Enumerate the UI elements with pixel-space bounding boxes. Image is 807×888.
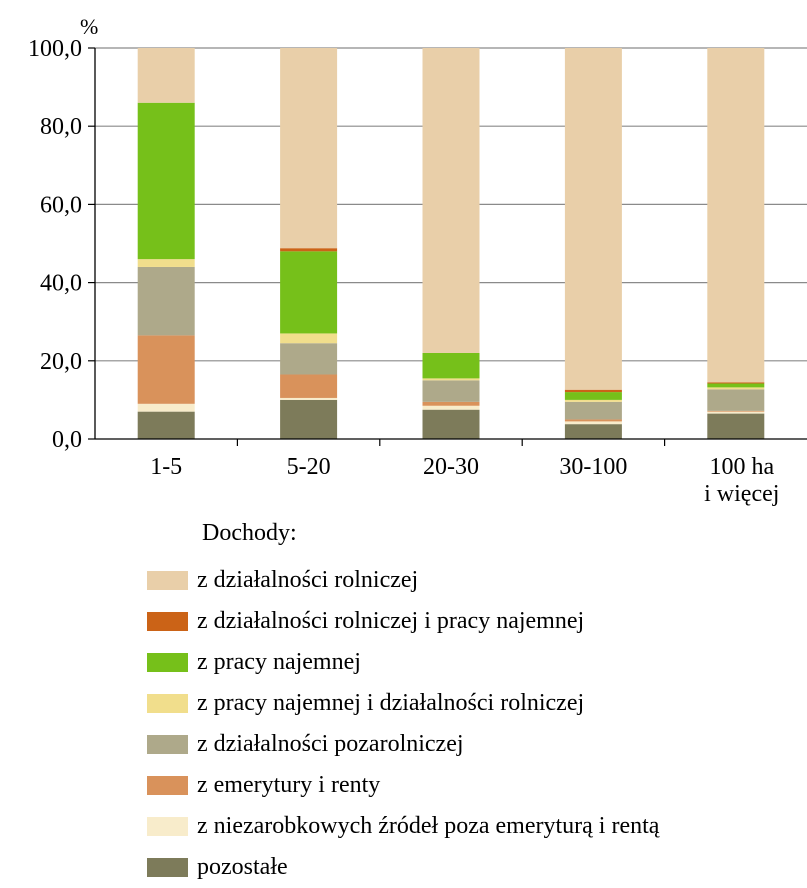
legend-swatch [147,858,188,877]
bar-segment [422,409,480,439]
bar-segment [137,411,195,439]
legend: z działalności rolniczej z działalności r… [147,560,659,888]
bar-segment [564,424,622,439]
bar-segment [280,343,338,375]
bar-segment [137,102,195,260]
legend-label: z pracy najemnej [197,649,361,675]
legend-swatch [147,817,188,836]
legend-label: z działalności rolniczej i pracy najemne… [197,608,585,634]
bar-segment [564,399,622,402]
bar-segment [280,251,338,334]
bar-segment [280,397,338,400]
legend-item: z pracy najemnej i działalności rolnicze… [147,683,659,724]
bar-segment [564,401,622,420]
legend-swatch [147,694,188,713]
bar-segment [564,392,622,400]
bar-segment [137,403,195,412]
legend-item: z działalności rolniczej [147,560,659,601]
stacked-bar-chart: 0,0 20,0 40,0 60,0 80,0 100,0 1-5 5-20 20-30 30-… [28,14,807,507]
bar-segment [564,419,622,422]
legend-swatch [147,612,188,631]
legend-label: pozostałe [197,854,288,880]
bar-segment [280,48,338,249]
x-tick-label: 20-30 [423,454,479,480]
legend-item: pozostałe [147,847,659,888]
y-axis-label: % [80,14,98,39]
bar-segment [707,411,765,414]
bar-segment [280,374,338,398]
y-tick-label: 40,0 [40,271,82,297]
legend-label: z pracy najemnej i działalności rolnicze… [197,690,585,716]
x-tick-label: 100 ha i więcej [704,454,779,507]
bar-segment [564,389,622,393]
x-tick-label: 30-100 [559,454,627,480]
bar-segment [137,266,195,336]
y-tick-labels: 0,0 20,0 40,0 60,0 80,0 100,0 [28,36,82,453]
y-tick-label: 80,0 [40,114,82,140]
y-tick-label: 60,0 [40,192,82,218]
legend-item: z niezarobkowych źródeł poza emeryturą i… [147,806,659,847]
legend-swatch [147,776,188,795]
bar-segment [422,48,480,353]
bar-segment [707,413,765,439]
legend-label: z działalności pozarolniczej [197,731,464,757]
bar-segment [564,48,622,390]
bar-segment [564,421,622,425]
bar-segment [707,387,765,390]
x-tick-labels: 1-5 5-20 20-30 30-100 100 ha i więcej [150,454,779,507]
bar-segment [137,259,195,267]
bar-segment [422,405,480,410]
legend-swatch [147,571,188,590]
bar-segment [707,383,765,388]
bar-segment [280,399,338,439]
legend-title: Dochody: [202,520,297,546]
legend-label: z emerytury i renty [197,772,381,798]
bar-segment [422,380,480,402]
bar-segment [707,389,765,411]
legend-item: z emerytury i renty [147,765,659,806]
legend-item: z działalności rolniczej i pracy najemne… [147,601,659,642]
bar-segment [707,48,765,383]
axes [88,47,807,446]
bar-segment [707,410,765,412]
x-tick-label: 1-5 [150,454,182,480]
legend-item: z pracy najemnej [147,642,659,683]
legend-label: z niezarobkowych źródeł poza emeryturą i… [197,813,660,839]
bar-segment [707,382,765,384]
legend-label: z działalności rolniczej [197,567,419,593]
bar-segment [280,333,338,344]
bar-segment [137,48,195,103]
y-tick-label: 100,0 [28,36,82,62]
legend-swatch [147,653,188,672]
y-tick-label: 20,0 [40,349,82,375]
legend-item: z działalności pozarolniczej [147,724,659,765]
bars [137,48,765,439]
bar-segment [422,352,480,379]
y-tick-label: 0,0 [52,427,82,453]
legend-swatch [147,735,188,754]
bar-segment [422,401,480,406]
bar-segment [137,335,195,404]
x-tick-label: 5-20 [287,454,331,480]
bar-segment [280,248,338,252]
bar-segment [422,378,480,381]
